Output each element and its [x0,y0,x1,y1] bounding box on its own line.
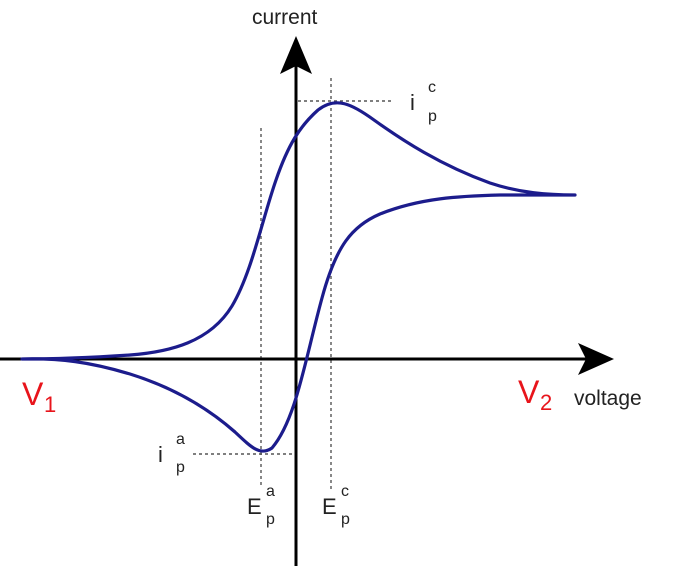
ipa-sub: p [176,459,185,476]
epa-sub: p [266,511,275,528]
ipa-sup: a [176,431,185,448]
anodic-peak-potential-label: E a p [247,483,275,528]
v1-main: V [22,376,44,412]
y-axis-arrowhead [280,36,312,74]
v1-label: V 1 [22,376,56,417]
ipc-sup: c [428,79,436,96]
ipa-main: i [158,442,163,467]
x-axis-label: voltage [574,387,642,410]
v2-label: V 2 [518,374,552,415]
epc-sup: c [341,483,349,500]
cathodic-peak-potential-label: E c p [322,483,350,528]
x-axis-arrowhead [578,343,614,375]
epc-sub: p [341,511,350,528]
ipc-main: i [410,90,415,115]
voltammogram-curve [20,101,577,453]
v2-sub: 2 [540,390,552,415]
cathodic-peak-current-label: i c p [410,79,437,125]
epa-sup: a [266,483,275,500]
epc-main: E [322,494,337,519]
v1-sub: 1 [44,392,56,417]
epa-main: E [247,494,262,519]
ipc-sub: p [428,108,437,125]
anodic-peak-current-label: i a p [158,431,185,476]
v2-main: V [518,374,540,410]
y-axis-label: current [252,6,318,29]
